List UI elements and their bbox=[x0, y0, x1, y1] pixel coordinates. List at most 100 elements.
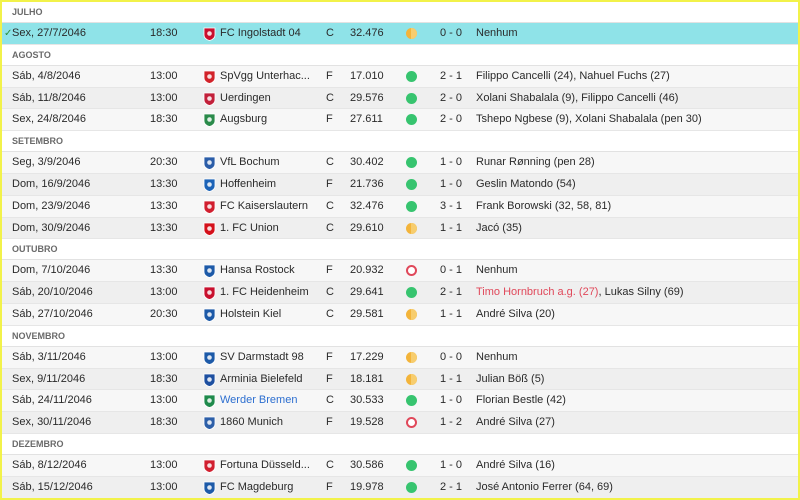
attendance: 21.736 bbox=[350, 177, 384, 190]
opponent-link[interactable]: FC Ingolstadt 04 bbox=[220, 27, 301, 39]
heidenheim-crest-icon bbox=[203, 286, 216, 301]
fixture-row[interactable]: Dom, 30/9/2046 13:30 1. FC Union C 29.610 1 -… bbox=[2, 217, 798, 240]
match-date: Sex, 9/11/2046 bbox=[12, 372, 86, 385]
venue: C bbox=[326, 199, 334, 212]
win-icon bbox=[406, 92, 417, 104]
fixture-row[interactable]: Sáb, 15/12/2046 13:00 FC Magdeburg F 19.978 2… bbox=[2, 476, 798, 498]
month-group: Sáb, 3/11/2046 13:00 SV Darmstadt 98 F 17.22… bbox=[2, 346, 798, 434]
union-crest-icon bbox=[203, 222, 216, 236]
opponent-link[interactable]: VfL Bochum bbox=[220, 156, 280, 169]
venue: C bbox=[326, 394, 334, 407]
draw-icon bbox=[406, 28, 417, 39]
ingolstadt-crest-icon bbox=[203, 27, 216, 41]
score: 0 - 0 bbox=[439, 27, 462, 39]
scorers: Filippo Cancelli (24), Nahuel Fuchs (27) bbox=[476, 69, 670, 82]
attendance: 30.586 bbox=[350, 458, 384, 471]
attendance: 17.229 bbox=[350, 350, 384, 363]
opponent-link[interactable]: SpVgg Unterhac... bbox=[220, 69, 310, 82]
dusseldorf-crest-icon bbox=[203, 459, 216, 473]
attendance: 29.581 bbox=[350, 307, 384, 320]
kickoff-time: 13:00 bbox=[150, 350, 178, 363]
venue: F bbox=[326, 177, 333, 190]
fixture-row[interactable]: Sáb, 8/12/2046 13:00 Fortuna Düsseld... C 30… bbox=[2, 454, 798, 477]
opponent-link[interactable]: FC Magdeburg bbox=[220, 480, 294, 493]
score: 1 - 1 bbox=[439, 307, 462, 320]
kickoff-time: 13:00 bbox=[150, 69, 178, 82]
opponent-link[interactable]: Hansa Rostock bbox=[220, 264, 295, 277]
opponent-link[interactable]: 1. FC Heidenheim bbox=[220, 286, 309, 299]
match-date: Dom, 30/9/2046 bbox=[12, 221, 91, 234]
score: 0 - 1 bbox=[439, 264, 462, 277]
win-icon bbox=[406, 200, 417, 212]
opponent-link[interactable]: Holstein Kiel bbox=[220, 307, 282, 320]
fixture-row[interactable]: ✓ Sex, 27/7/2046 18:30 FC Ingolstadt 04 C 32.… bbox=[2, 23, 798, 45]
score: 2 - 1 bbox=[439, 69, 462, 82]
scorers: Runar Rønning (pen 28) bbox=[476, 156, 595, 169]
opponent-link[interactable]: Augsburg bbox=[220, 113, 268, 126]
opponent-link[interactable]: FC Kaiserslautern bbox=[220, 199, 309, 212]
fixture-row[interactable]: Sáb, 11/8/2046 13:00 Uerdingen C 29.576 2 - 0… bbox=[2, 87, 798, 110]
venue: F bbox=[326, 350, 333, 363]
scorers: Geslin Matondo (54) bbox=[476, 177, 576, 190]
attendance: 32.476 bbox=[350, 199, 384, 212]
opponent-link[interactable]: 1860 Munich bbox=[220, 416, 283, 429]
fixture-row[interactable]: Sex, 9/11/2046 18:30 Arminia Bielefeld F 18.… bbox=[2, 368, 798, 391]
opponent-link[interactable]: Arminia Bielefeld bbox=[220, 372, 303, 385]
unterhaching-crest-icon bbox=[203, 70, 216, 84]
score: 2 - 1 bbox=[439, 480, 462, 493]
opponent-link[interactable]: SV Darmstadt 98 bbox=[220, 350, 304, 363]
fixture-row[interactable]: Sex, 30/11/2046 18:30 1860 Munich F 19.528 1 … bbox=[2, 412, 798, 434]
fixture-row[interactable]: Seg, 3/9/2046 20:30 VfL Bochum C 30.402 1 - 0… bbox=[2, 152, 798, 174]
venue: C bbox=[326, 307, 334, 320]
attendance: 29.610 bbox=[350, 221, 384, 234]
win-icon bbox=[406, 178, 417, 190]
opponent-link[interactable]: Hoffenheim bbox=[220, 177, 277, 190]
bochum-crest-icon bbox=[203, 156, 216, 171]
kickoff-time: 18:30 bbox=[150, 372, 178, 385]
attendance: 17.010 bbox=[350, 69, 384, 82]
venue: F bbox=[326, 372, 333, 385]
fixture-row[interactable]: Dom, 7/10/2046 13:30 Hansa Rostock F 20.932 0… bbox=[2, 260, 798, 283]
kickoff-time: 18:30 bbox=[150, 113, 178, 126]
fixture-row[interactable]: Sáb, 24/11/2046 13:00 Werder Bremen C 30.533… bbox=[2, 390, 798, 413]
venue: F bbox=[326, 416, 333, 429]
fixture-row[interactable]: Sáb, 3/11/2046 13:00 SV Darmstadt 98 F 17.22… bbox=[2, 346, 798, 369]
opponent-link[interactable]: Uerdingen bbox=[220, 91, 271, 104]
venue: C bbox=[326, 91, 334, 104]
loss-icon bbox=[406, 417, 417, 429]
fixture-row[interactable]: Sáb, 20/10/2046 13:00 1. FC Heidenheim C 29.… bbox=[2, 282, 798, 304]
fixture-row[interactable]: Dom, 16/9/2046 13:30 Hoffenheim F 21.736 1 - … bbox=[2, 173, 798, 196]
match-date: Sáb, 15/12/2046 bbox=[12, 480, 93, 493]
win-icon bbox=[406, 114, 417, 126]
scorer-list: Lukas Silny (69) bbox=[604, 286, 684, 299]
fixture-row[interactable]: Sex, 24/8/2046 18:30 Augsburg F 27.611 2 - 0 T… bbox=[2, 109, 798, 132]
venue: F bbox=[326, 264, 333, 277]
opponent-link[interactable]: Werder Bremen bbox=[220, 394, 298, 407]
venue: C bbox=[326, 27, 334, 39]
win-icon bbox=[406, 481, 417, 493]
fixture-row[interactable]: Sáb, 27/10/2046 20:30 Holstein Kiel C 29.581… bbox=[2, 303, 798, 326]
match-date: Sex, 27/7/2046 bbox=[12, 27, 87, 39]
scorers: André Silva (16) bbox=[476, 458, 555, 471]
attendance: 19.528 bbox=[350, 416, 384, 429]
month-header: DEZEMBRO bbox=[2, 433, 798, 455]
kickoff-time: 13:30 bbox=[150, 264, 178, 277]
venue: C bbox=[326, 156, 334, 169]
score: 1 - 1 bbox=[439, 372, 462, 385]
attendance: 18.181 bbox=[350, 372, 384, 385]
win-icon bbox=[406, 287, 417, 299]
opponent-link[interactable]: Fortuna Düsseld... bbox=[220, 458, 310, 471]
scorers: André Silva (20) bbox=[476, 307, 555, 320]
played-check-icon: ✓ bbox=[4, 28, 13, 39]
draw-icon bbox=[406, 222, 417, 234]
score: 0 - 0 bbox=[439, 350, 462, 363]
fixture-row[interactable]: Dom, 23/9/2046 13:30 FC Kaiserslautern C 32.… bbox=[2, 195, 798, 218]
fixture-row[interactable]: Sáb, 4/8/2046 13:00 SpVgg Unterhac... F 17.0… bbox=[2, 65, 798, 88]
uerdingen-crest-icon bbox=[203, 92, 216, 106]
kickoff-time: 18:30 bbox=[150, 27, 178, 39]
opponent-link[interactable]: 1. FC Union bbox=[220, 221, 279, 234]
month-header: SETEMBRO bbox=[2, 131, 798, 153]
attendance: 29.641 bbox=[350, 286, 384, 299]
kickoff-time: 13:00 bbox=[150, 394, 178, 407]
bremen-crest-icon bbox=[203, 394, 216, 409]
